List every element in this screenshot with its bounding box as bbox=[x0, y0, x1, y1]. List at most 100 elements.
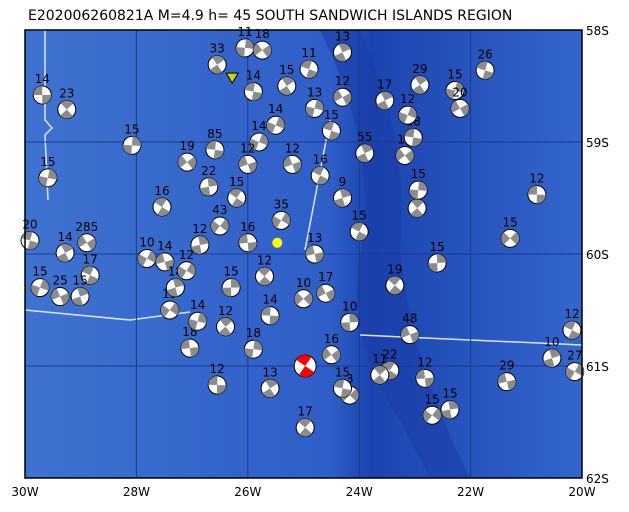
focal-mechanism bbox=[160, 300, 180, 320]
beachball-quadrant bbox=[191, 236, 209, 255]
focal-mechanism bbox=[497, 372, 517, 392]
focal-mechanism bbox=[155, 252, 175, 272]
focal-mechanism bbox=[332, 378, 352, 398]
depth-label: 16 bbox=[324, 332, 339, 346]
focal-mechanism bbox=[282, 154, 302, 174]
focal-mechanism bbox=[427, 253, 447, 273]
depth-label: 10 bbox=[296, 276, 311, 290]
beachball-quadrant bbox=[300, 60, 318, 79]
focal-mechanism bbox=[238, 233, 258, 253]
focal-mechanism bbox=[395, 145, 415, 165]
depth-label: 13 bbox=[262, 365, 277, 379]
y-tick-label: 61S bbox=[586, 360, 609, 374]
beachball-quadrant bbox=[316, 285, 335, 302]
beachball-quadrant bbox=[412, 75, 428, 94]
beachball-quadrant bbox=[238, 155, 257, 173]
depth-label: 12 bbox=[218, 304, 233, 318]
focal-mechanism bbox=[370, 365, 390, 385]
depth-label: 12 bbox=[529, 172, 544, 186]
beachball-quadrant bbox=[60, 100, 74, 119]
depth-label: 29 bbox=[499, 359, 514, 373]
beachball-quadrant bbox=[334, 43, 351, 62]
focal-mechanism bbox=[321, 345, 341, 365]
depth-label: 48 bbox=[402, 312, 417, 326]
beachball-quadrant bbox=[356, 144, 373, 163]
focal-mechanism bbox=[271, 210, 291, 230]
beachball-quadrant bbox=[333, 89, 352, 106]
depth-label: 15 bbox=[279, 63, 294, 77]
focal-mechanism bbox=[403, 128, 423, 148]
focal-mechanism bbox=[238, 154, 258, 174]
depth-label: 14 bbox=[57, 230, 72, 244]
depth-label: 29 bbox=[412, 62, 427, 76]
beachball-quadrant bbox=[543, 349, 561, 368]
beachball-quadrant bbox=[441, 400, 459, 419]
focal-mechanism bbox=[32, 85, 52, 105]
beachball-quadrant bbox=[322, 347, 341, 363]
beachball-quadrant bbox=[565, 363, 584, 380]
focal-mechanism bbox=[177, 152, 197, 172]
depth-label: 85 bbox=[207, 127, 222, 141]
depth-label: 55 bbox=[357, 130, 372, 144]
depth-label: 17 bbox=[298, 405, 313, 419]
depth-label: 12 bbox=[257, 253, 272, 267]
depth-label: 25 bbox=[52, 274, 67, 288]
focal-mechanism bbox=[188, 311, 208, 331]
beachball-quadrant bbox=[497, 372, 516, 391]
focal-mechanism bbox=[542, 348, 562, 368]
beachball-quadrant bbox=[415, 369, 434, 388]
depth-label: 14 bbox=[157, 239, 172, 253]
beachball-quadrant bbox=[218, 317, 233, 336]
beachball-quadrant bbox=[305, 245, 324, 263]
depth-label: 12 bbox=[179, 248, 194, 262]
focal-mechanism bbox=[252, 40, 272, 60]
beachball-quadrant bbox=[166, 278, 185, 297]
focal-mechanism bbox=[450, 98, 470, 118]
depth-label: 33 bbox=[210, 42, 225, 56]
beachball-quadrant bbox=[122, 136, 141, 155]
focal-mechanism bbox=[349, 222, 369, 242]
beachball-quadrant bbox=[409, 181, 428, 200]
beachball-quadrant bbox=[279, 76, 295, 95]
focal-mechanism bbox=[216, 317, 236, 337]
x-tick-label: 28W bbox=[123, 485, 150, 499]
beachball-quadrant bbox=[266, 116, 285, 134]
depth-label: 22 bbox=[201, 164, 216, 178]
beachball-quadrant bbox=[81, 266, 99, 285]
beachball-quadrant bbox=[322, 121, 340, 140]
focal-mechanism bbox=[137, 248, 157, 268]
beachball-quadrant bbox=[333, 379, 352, 398]
focal-mechanism bbox=[294, 289, 313, 309]
focal-mechanism bbox=[180, 338, 200, 358]
focal-mechanism bbox=[227, 188, 247, 208]
beachball-quadrant bbox=[177, 263, 196, 279]
depth-label: 10 bbox=[139, 235, 154, 249]
depth-label: 14 bbox=[246, 69, 261, 83]
focal-mechanism bbox=[249, 132, 269, 152]
beachball-quadrant bbox=[451, 100, 470, 117]
depth-label: 17 bbox=[377, 78, 392, 92]
depth-label: 20 bbox=[452, 85, 467, 99]
focal-mechanism bbox=[30, 278, 50, 298]
focal-mechanism bbox=[20, 231, 40, 251]
focal-mechanism bbox=[527, 185, 547, 205]
focal-mechanism bbox=[207, 375, 227, 395]
beachball-quadrant bbox=[33, 85, 52, 104]
focal-mechanism bbox=[355, 143, 375, 163]
focal-mechanism bbox=[332, 188, 352, 208]
beachball-quadrant bbox=[253, 42, 272, 58]
focal-mechanism bbox=[243, 339, 263, 359]
beachball-quadrant bbox=[244, 82, 263, 101]
x-tick-label: 26W bbox=[234, 485, 261, 499]
depth-label: 12 bbox=[192, 222, 207, 236]
focal-mechanism bbox=[177, 261, 197, 281]
depth-label: 14 bbox=[35, 72, 50, 86]
focal-mechanism bbox=[310, 166, 330, 186]
depth-label: 13 bbox=[307, 231, 322, 245]
beachball-quadrant bbox=[206, 140, 224, 159]
focal-mechanism bbox=[475, 60, 495, 80]
beachball-quadrant bbox=[382, 361, 398, 380]
depth-label: 15 bbox=[447, 67, 462, 81]
focal-mechanism bbox=[400, 325, 420, 345]
depth-label: 23 bbox=[59, 87, 74, 101]
